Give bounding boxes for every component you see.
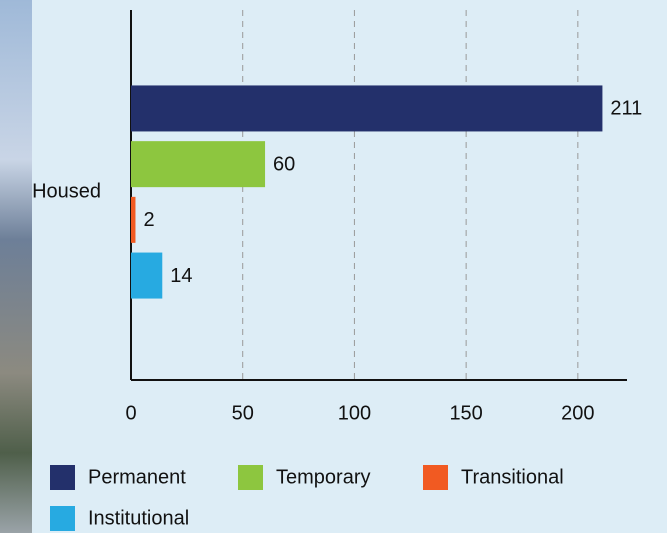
data-label: 14 <box>170 265 192 287</box>
bar <box>131 253 162 299</box>
bar <box>131 85 602 131</box>
legend-label: Temporary <box>276 466 370 488</box>
legend-swatch <box>238 465 263 490</box>
x-tick-label: 0 <box>125 402 136 424</box>
bar <box>131 141 265 187</box>
background-photo <box>0 0 32 533</box>
page: {"chart_data": {"type": "bar", "orientat… <box>0 0 667 533</box>
x-tick-label: 200 <box>561 402 594 424</box>
data-label: 211 <box>610 98 642 120</box>
legend-swatch <box>50 506 75 531</box>
legend-swatch <box>50 465 75 490</box>
legend-label: Transitional <box>461 466 564 488</box>
x-tick-label: 50 <box>232 402 254 424</box>
y-tick-label: Housed <box>32 180 101 202</box>
chart: 0 50 100 150 200 Housed 211 60 2 14 Permanent Tempo… <box>0 0 667 533</box>
x-tick-label: 150 <box>449 402 482 424</box>
legend-swatch <box>423 465 448 490</box>
background <box>0 0 667 533</box>
legend-label: Permanent <box>88 466 186 488</box>
x-tick-label: 100 <box>338 402 371 424</box>
bar <box>131 197 135 243</box>
data-label: 60 <box>273 153 295 175</box>
data-label: 2 <box>143 209 154 231</box>
legend-label: Institutional <box>88 507 189 529</box>
